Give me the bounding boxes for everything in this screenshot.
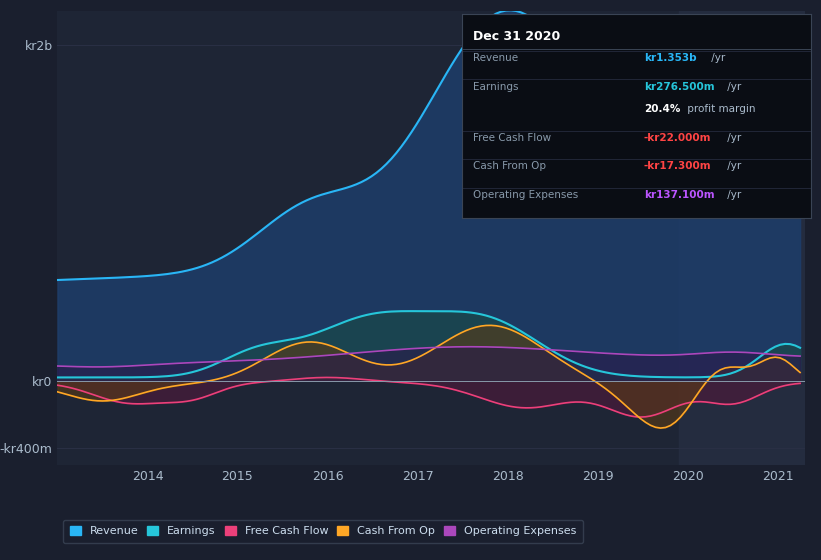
Text: Revenue: Revenue (473, 53, 518, 63)
Text: Earnings: Earnings (473, 82, 518, 92)
Legend: Revenue, Earnings, Free Cash Flow, Cash From Op, Operating Expenses: Revenue, Earnings, Free Cash Flow, Cash … (63, 520, 583, 543)
Text: Dec 31 2020: Dec 31 2020 (473, 30, 560, 43)
Text: Free Cash Flow: Free Cash Flow (473, 133, 551, 143)
Bar (679, 11, 805, 465)
Text: profit margin: profit margin (684, 104, 755, 114)
Text: /yr: /yr (724, 133, 741, 143)
Text: kr137.100m: kr137.100m (644, 190, 714, 200)
Text: /yr: /yr (708, 53, 725, 63)
Text: /yr: /yr (724, 190, 741, 200)
Text: Cash From Op: Cash From Op (473, 161, 546, 171)
Text: 20.4%: 20.4% (644, 104, 680, 114)
Text: /yr: /yr (724, 82, 741, 92)
Text: kr276.500m: kr276.500m (644, 82, 714, 92)
Text: kr1.353b: kr1.353b (644, 53, 696, 63)
Text: -kr22.000m: -kr22.000m (644, 133, 711, 143)
Text: Operating Expenses: Operating Expenses (473, 190, 578, 200)
Text: -kr17.300m: -kr17.300m (644, 161, 711, 171)
Text: /yr: /yr (724, 161, 741, 171)
